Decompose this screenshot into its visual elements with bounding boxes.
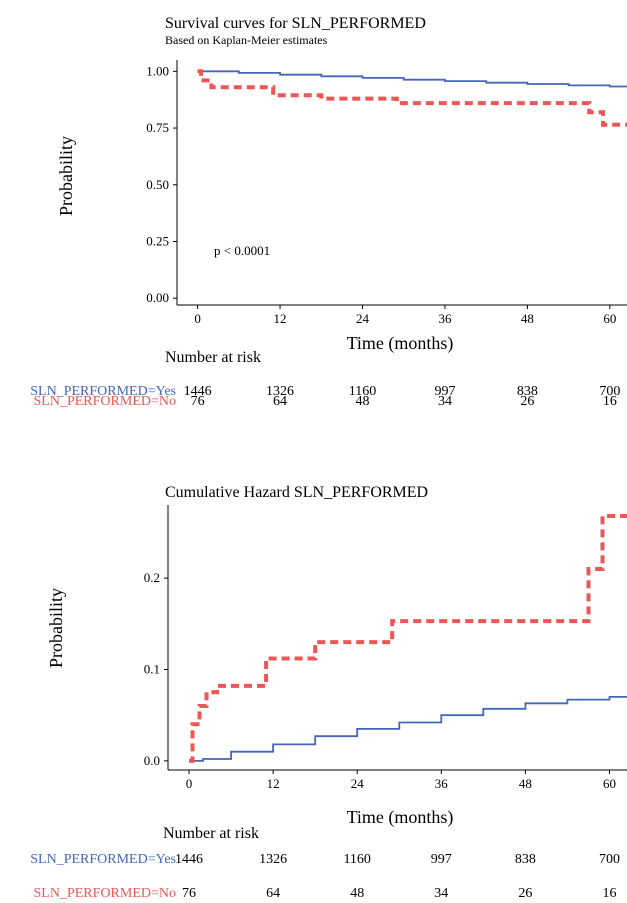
x-tick-label: 12 [274, 311, 287, 326]
cumulative-hazard-panel: Cumulative Hazard SLN_PERFORMED Probabil… [46, 484, 627, 828]
risk-value: 1326 [259, 852, 287, 867]
risk-value: 1326 [266, 384, 294, 399]
hazard-title: Cumulative Hazard SLN_PERFORMED [165, 484, 428, 501]
y-tick-label: 0.0 [144, 753, 160, 768]
risk-row-label-no: SLN_PERFORMED=No [34, 886, 176, 901]
risk-value: 16 [603, 394, 617, 409]
risk-value: 16 [602, 886, 616, 901]
risk-value: 838 [517, 384, 538, 399]
x-tick-label: 24 [351, 776, 365, 791]
risk-table-title: Number at risk [163, 825, 259, 842]
series-line-no [189, 514, 627, 763]
x-tick-label: 48 [521, 311, 534, 326]
risk-value: 700 [599, 384, 620, 399]
risk-table-title: Number at risk [165, 349, 261, 366]
y-tick-label: 0.50 [146, 177, 169, 192]
survival-plot-area: 0.00 0.25 0.50 0.75 1.00 0 12 24 36 48 60 [146, 60, 627, 326]
x-tick-label: 0 [194, 311, 201, 326]
survival-y-axis-label: Probability [56, 136, 76, 216]
survival-x-axis-label: Time (months) [347, 333, 454, 354]
y-tick-label: 0.1 [144, 661, 160, 676]
y-tick-label: 0.2 [144, 570, 160, 585]
risk-row-label-yes: SLN_PERFORMED=Yes [30, 852, 176, 867]
x-tick-label: 60 [603, 776, 616, 791]
y-tick-label: 1.00 [146, 63, 169, 78]
y-tick-label: 0.25 [146, 233, 169, 248]
series-line-yes [197, 70, 627, 88]
risk-value: 838 [515, 852, 536, 867]
x-tick-label: 0 [186, 776, 193, 791]
risk-value: 48 [355, 394, 369, 409]
x-tick-label: 36 [435, 776, 449, 791]
risk-value: 76 [191, 394, 205, 409]
risk-value: 26 [520, 394, 534, 409]
survival-title: Survival curves for SLN_PERFORMED [165, 15, 426, 32]
risk-value: 48 [350, 886, 364, 901]
y-tick-label: 0.75 [146, 120, 169, 135]
hazard-risk-table: Number at risk SLN_PERFORMED=Yes 1446 1326… [30, 825, 620, 901]
risk-row-label-no: SLN_PERFORMED=No [34, 394, 176, 409]
survival-panel: Survival curves for SLN_PERFORMED Based … [56, 15, 627, 354]
y-tick-label: 0.00 [146, 290, 169, 305]
x-tick-label: 36 [438, 311, 452, 326]
risk-value: 700 [599, 852, 620, 867]
risk-value: 997 [431, 852, 452, 867]
x-tick-label: 24 [356, 311, 370, 326]
risk-value: 34 [434, 886, 448, 901]
hazard-y-axis-label: Probability [46, 588, 66, 668]
x-tick-label: 60 [603, 311, 616, 326]
risk-value: 76 [182, 886, 196, 901]
series-line-no [197, 69, 627, 127]
survival-risk-table: Number at risk SLN_PERFORMED=Yes 1446 1326… [30, 349, 620, 409]
x-tick-label: 48 [519, 776, 532, 791]
risk-value: 34 [438, 394, 452, 409]
risk-value: 1160 [343, 852, 370, 867]
survival-subtitle: Based on Kaplan-Meier estimates [165, 33, 328, 47]
risk-value: 26 [518, 886, 532, 901]
risk-value: 64 [273, 394, 287, 409]
x-tick-label: 12 [267, 776, 280, 791]
series-line-yes [189, 696, 627, 762]
hazard-plot-area: 0.0 0.1 0.2 0 12 24 36 48 60 [144, 505, 627, 791]
risk-value: 64 [266, 886, 280, 901]
risk-row-label-yes: SLN_PERFORMED=Yes [30, 384, 176, 399]
risk-value: 1160 [349, 384, 376, 399]
risk-value: 1446 [184, 384, 212, 399]
survival-p-value: p < 0.0001 [214, 243, 270, 258]
risk-value: 997 [434, 384, 455, 399]
hazard-x-axis-label: Time (months) [347, 807, 454, 828]
risk-value: 1446 [175, 852, 203, 867]
